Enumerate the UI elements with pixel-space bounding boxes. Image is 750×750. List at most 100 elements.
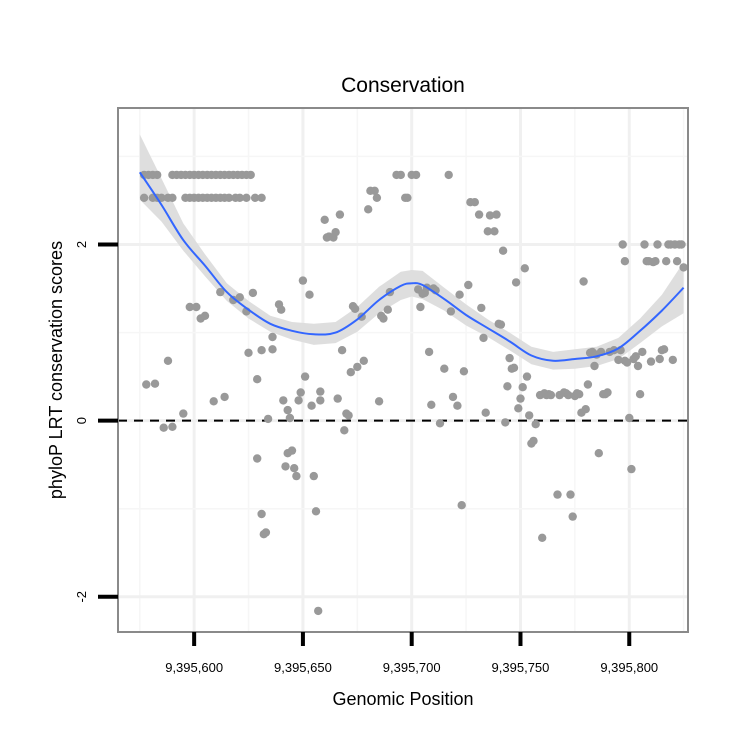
data-point	[253, 454, 262, 463]
data-point	[633, 361, 643, 371]
data-point	[257, 346, 266, 355]
y-axis-title: phyloP LRT conservation scores	[46, 241, 66, 499]
data-point	[283, 405, 292, 415]
data-point	[396, 170, 405, 180]
data-point	[277, 305, 286, 314]
data-point	[553, 490, 562, 499]
confidence-band-area	[139, 134, 684, 370]
data-point	[346, 368, 355, 377]
data-point	[627, 464, 636, 474]
data-point	[594, 449, 603, 458]
data-point	[416, 302, 425, 312]
data-point	[490, 227, 499, 236]
data-point	[514, 404, 523, 413]
data-point	[279, 396, 288, 405]
data-point	[424, 347, 434, 357]
data-point	[603, 388, 612, 397]
data-point	[159, 423, 168, 432]
data-point	[220, 392, 229, 402]
x-tick-label: 9,395,800	[600, 660, 658, 675]
data-point	[564, 390, 573, 400]
data-point	[200, 311, 210, 320]
data-point	[353, 362, 362, 372]
data-point	[307, 401, 316, 410]
data-point	[179, 409, 188, 418]
data-point	[455, 290, 464, 299]
data-point	[364, 205, 373, 214]
data-point	[511, 278, 521, 287]
data-point	[287, 446, 297, 455]
data-point	[503, 382, 512, 391]
data-point	[464, 280, 473, 290]
data-point	[646, 357, 656, 366]
data-point	[546, 390, 556, 400]
data-point	[483, 227, 492, 236]
data-point	[185, 302, 194, 312]
data-point	[435, 419, 445, 428]
data-point	[444, 170, 453, 180]
x-tick-label: 9,395,700	[383, 660, 441, 675]
scatter-points	[139, 170, 688, 616]
y-tick-label: 2	[74, 241, 89, 248]
data-point	[316, 396, 325, 405]
data-point	[498, 246, 508, 255]
data-point	[292, 471, 301, 481]
data-point	[457, 501, 466, 510]
data-point	[474, 210, 484, 219]
data-point	[294, 396, 303, 405]
data-point	[153, 170, 162, 180]
smooth-line	[138, 171, 685, 362]
data-point	[263, 414, 273, 424]
data-point	[622, 358, 632, 367]
data-point	[150, 379, 160, 388]
data-point	[359, 356, 368, 365]
data-point	[350, 304, 360, 313]
data-point	[470, 198, 479, 207]
data-point	[314, 606, 323, 616]
data-point	[253, 375, 262, 384]
data-point	[337, 346, 347, 355]
data-point	[281, 462, 290, 471]
data-point	[496, 320, 506, 329]
y-tick-label: 0	[74, 417, 89, 424]
data-point	[505, 353, 514, 363]
data-point	[374, 397, 384, 406]
data-point	[229, 295, 238, 305]
data-point	[531, 420, 540, 429]
data-point	[372, 193, 382, 202]
data-point	[509, 363, 519, 372]
data-point	[340, 426, 349, 435]
data-point	[440, 364, 449, 373]
data-point	[235, 193, 244, 202]
data-point	[516, 394, 525, 403]
data-point	[568, 512, 577, 521]
data-point	[168, 422, 177, 431]
data-point	[344, 411, 353, 420]
data-point	[209, 397, 218, 406]
data-point	[290, 464, 299, 473]
data-point	[679, 263, 688, 272]
data-point	[427, 400, 436, 409]
data-point	[268, 345, 277, 354]
data-point	[379, 314, 388, 323]
data-point	[257, 509, 266, 519]
data-point	[403, 193, 412, 202]
data-point	[579, 277, 588, 286]
data-point	[485, 211, 495, 220]
data-point	[333, 394, 342, 403]
data-point	[640, 240, 649, 249]
data-point	[309, 471, 318, 481]
data-point	[244, 348, 253, 357]
data-point	[235, 293, 244, 302]
data-point	[248, 288, 258, 298]
data-point	[268, 332, 277, 342]
data-point	[653, 240, 662, 249]
data-point	[651, 257, 660, 266]
data-point	[411, 170, 421, 180]
data-point	[163, 356, 173, 365]
data-point	[672, 257, 682, 266]
data-point	[477, 303, 486, 313]
data-point	[538, 533, 547, 542]
data-point	[501, 418, 510, 427]
data-point	[625, 413, 634, 423]
